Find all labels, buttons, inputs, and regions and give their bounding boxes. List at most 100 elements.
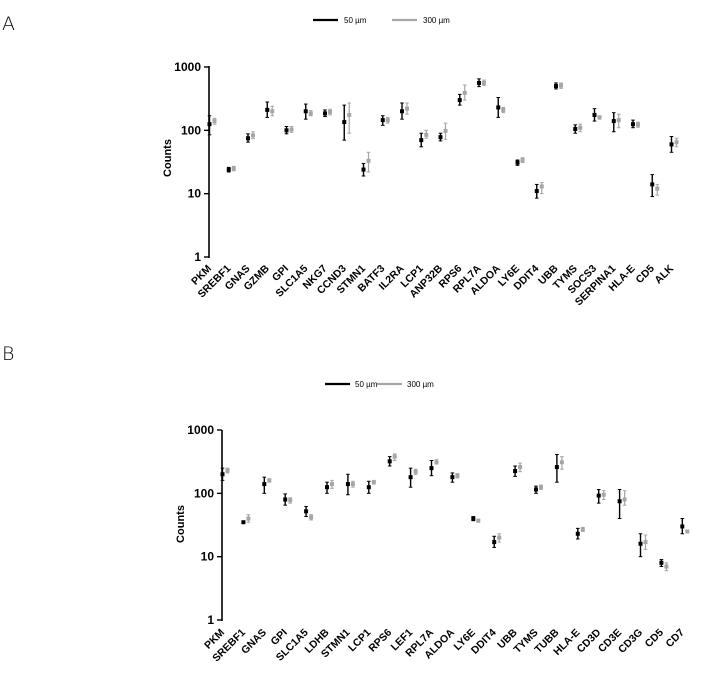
data-point-a-0-4 — [284, 128, 289, 133]
data-point-a-0-14 — [477, 80, 481, 85]
data-point-a-1-4 — [289, 127, 294, 132]
data-point-a-0-6 — [323, 111, 327, 116]
legend-b-label-50: 50 µm — [355, 380, 378, 389]
data-point-a-0-13 — [457, 98, 462, 103]
data-point-b-1-20 — [643, 540, 648, 545]
data-point-b-1-9 — [413, 469, 418, 474]
y-tick-label-a-2: 100 — [181, 123, 201, 137]
x-tick-label-b-22: CD7 — [664, 627, 687, 650]
data-point-b-1-21 — [664, 564, 669, 569]
data-point-b-0-3 — [283, 497, 288, 502]
y-tick-label-b-2: 100 — [194, 486, 214, 500]
data-point-b-0-2 — [262, 482, 267, 487]
data-point-a-1-12 — [443, 128, 448, 133]
data-point-a-0-20 — [592, 112, 597, 117]
data-point-a-0-11 — [419, 138, 424, 143]
data-point-a-0-12 — [438, 135, 443, 140]
marks-b — [220, 453, 690, 572]
data-point-a-0-9 — [380, 118, 385, 123]
data-point-b-1-17 — [580, 527, 585, 532]
data-point-b-0-8 — [387, 459, 392, 464]
data-point-b-1-3 — [288, 498, 293, 503]
data-point-b-0-6 — [345, 482, 350, 487]
data-point-a-0-19 — [573, 126, 578, 131]
data-point-b-0-18 — [596, 493, 601, 498]
data-point-a-0-7 — [342, 120, 347, 125]
x-tick-label-b-8: RPS6 — [366, 627, 394, 655]
data-point-a-0-3 — [265, 107, 270, 112]
data-point-b-1-11 — [455, 473, 460, 478]
data-point-a-1-9 — [385, 118, 390, 123]
data-point-a-0-15 — [496, 105, 501, 110]
data-point-a-1-14 — [482, 80, 486, 85]
data-point-a-1-13 — [462, 90, 467, 95]
data-point-a-0-17 — [534, 189, 539, 194]
data-point-b-0-10 — [429, 466, 434, 471]
data-point-b-0-1 — [241, 520, 246, 525]
data-point-a-0-1 — [226, 167, 231, 172]
data-point-b-1-16 — [559, 460, 564, 465]
y-tick-label-a-3: 1000 — [174, 60, 201, 74]
x-tick-label-a-24: ALK — [652, 262, 676, 286]
data-point-a-1-17 — [539, 184, 544, 189]
data-point-b-0-16 — [554, 465, 559, 470]
data-point-a-1-19 — [578, 125, 583, 130]
y-ticks-a: 1 10 100 1000 — [174, 60, 209, 264]
legend-a: 50 µm 300 µm — [313, 16, 450, 25]
data-point-a-1-11 — [424, 132, 429, 137]
data-point-b-0-11 — [450, 475, 455, 480]
data-point-a-0-23 — [650, 182, 655, 187]
data-point-b-0-5 — [325, 485, 329, 490]
legend-b: 50 µm 300 µm — [325, 380, 434, 389]
y-tick-label-a-1: 10 — [188, 187, 202, 201]
data-point-a-1-7 — [347, 112, 352, 117]
data-point-a-1-15 — [501, 107, 506, 112]
legend-a-label-300: 300 µm — [423, 16, 450, 25]
data-point-a-1-20 — [597, 115, 602, 120]
data-point-a-1-0 — [212, 119, 217, 124]
data-point-a-1-22 — [636, 122, 640, 127]
data-point-a-0-16 — [515, 160, 520, 165]
data-point-b-0-15 — [534, 487, 538, 492]
data-point-b-1-22 — [685, 529, 690, 534]
data-point-b-0-17 — [575, 531, 580, 536]
panel-a-letter: A — [2, 13, 15, 35]
data-point-b-0-22 — [680, 524, 685, 529]
data-point-b-0-19 — [617, 499, 622, 504]
data-point-a-0-10 — [400, 109, 404, 114]
data-point-b-1-0 — [225, 468, 230, 473]
data-point-a-0-2 — [246, 136, 250, 141]
data-point-b-0-20 — [638, 541, 643, 546]
data-point-a-0-8 — [361, 167, 366, 172]
y-axis-label-b: Counts — [175, 505, 187, 543]
data-point-b-1-4 — [309, 515, 314, 520]
categories-a: PKMSREBF1GNASGZMBGPISLC1A5NKG7CCND3STMN1… — [189, 262, 676, 308]
data-point-b-0-21 — [659, 560, 664, 565]
panel-b-letter: B — [2, 343, 14, 365]
data-point-b-1-14 — [518, 465, 523, 470]
data-point-b-1-10 — [434, 460, 439, 465]
data-point-a-1-1 — [231, 166, 236, 171]
y-tick-label-a-0: 1 — [194, 250, 201, 264]
data-point-a-1-18 — [559, 83, 563, 88]
legend-b-label-300: 300 µm — [407, 380, 434, 389]
data-point-a-0-0 — [207, 122, 212, 127]
data-point-a-1-21 — [616, 118, 621, 123]
data-point-b-0-12 — [471, 516, 476, 521]
data-point-b-1-19 — [622, 497, 627, 502]
data-point-a-1-6 — [328, 109, 332, 114]
data-point-b-1-5 — [330, 482, 334, 487]
data-point-a-0-18 — [554, 84, 558, 89]
data-point-a-1-3 — [270, 109, 275, 114]
y-tick-label-b-0: 1 — [207, 613, 214, 627]
y-ticks-b: 1 10 100 1000 — [187, 423, 222, 627]
data-point-a-0-21 — [611, 119, 616, 124]
data-point-a-1-5 — [308, 111, 313, 116]
y-tick-label-b-1: 10 — [201, 550, 215, 564]
data-point-b-1-18 — [601, 492, 606, 497]
data-point-b-0-0 — [220, 472, 225, 477]
data-point-b-1-1 — [246, 516, 251, 521]
x-tick-label-b-20: CD3G — [616, 627, 645, 656]
